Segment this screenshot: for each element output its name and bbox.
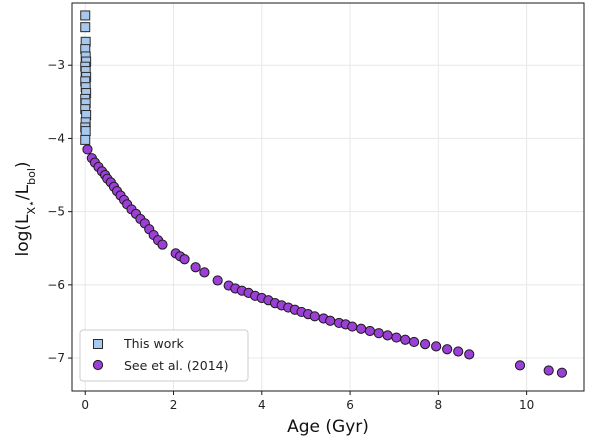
- legend: This work See et al. (2014): [79, 329, 249, 382]
- data-point-see-et-al: [400, 334, 411, 345]
- data-point-see-et-al: [347, 321, 358, 332]
- data-point-see-et-al: [212, 275, 223, 286]
- data-point-this-work: [80, 22, 91, 33]
- data-point-see-et-al: [190, 262, 201, 273]
- plot-frame: [71, 2, 585, 392]
- data-point-see-et-al: [364, 325, 376, 337]
- legend-frame: [79, 329, 249, 382]
- x-tick-label: 6: [346, 398, 354, 412]
- y-tick-label: −7: [47, 351, 65, 365]
- data-point-see-et-al: [309, 311, 320, 322]
- x-axis-label: Age (Gyr): [287, 417, 369, 437]
- axis-ticks: 0 2 4 6 8 10 −3 −4 −5 −6 −7: [47, 58, 534, 412]
- data-point-see-et-al: [453, 346, 464, 357]
- data-point-this-work: [80, 126, 91, 137]
- data-point-see-et-al: [543, 365, 554, 376]
- data-point-see-et-al: [442, 344, 453, 355]
- data-point-see-et-al: [356, 323, 367, 334]
- data-point-see-et-al: [82, 144, 93, 155]
- x-tick-label: 10: [519, 398, 534, 412]
- x-tick-label: 2: [170, 398, 178, 412]
- data-point-see-et-al: [179, 254, 190, 265]
- data-point-see-et-al: [420, 339, 431, 350]
- legend-label-see-et-al: See et al. (2014): [124, 358, 229, 373]
- data-point-see-et-al: [157, 239, 168, 250]
- x-tick-label: 4: [258, 398, 266, 412]
- y-axis-label: log(LX⋆/Lbol): [13, 161, 38, 256]
- data-point-see-et-al: [464, 349, 475, 360]
- data-point-see-et-al: [373, 328, 384, 339]
- data-point-see-et-al: [199, 267, 210, 278]
- data-point-see-et-al: [431, 341, 442, 352]
- data-point-see-et-al: [382, 330, 393, 341]
- data-point-see-et-al: [556, 367, 568, 378]
- y-tick-label: −5: [47, 205, 65, 219]
- y-tick-label: −3: [47, 58, 65, 72]
- y-tick-label: −4: [47, 131, 65, 145]
- x-tick-label: 8: [435, 398, 443, 412]
- y-tick-label: −6: [47, 278, 65, 292]
- data-point-see-et-al: [325, 315, 336, 326]
- plot-area: [80, 10, 568, 378]
- data-point-this-work: [80, 10, 91, 21]
- legend-marker-see-et-al: [92, 359, 104, 371]
- data-point-see-et-al: [391, 332, 402, 343]
- data-point-see-et-al: [514, 360, 526, 371]
- data-point-see-et-al: [408, 336, 420, 348]
- legend-marker-this-work: [93, 339, 103, 349]
- data-point-this-work: [80, 134, 91, 145]
- x-tick-label: 0: [81, 398, 89, 412]
- legend-label-this-work: This work: [123, 336, 185, 351]
- grid: [72, 3, 584, 391]
